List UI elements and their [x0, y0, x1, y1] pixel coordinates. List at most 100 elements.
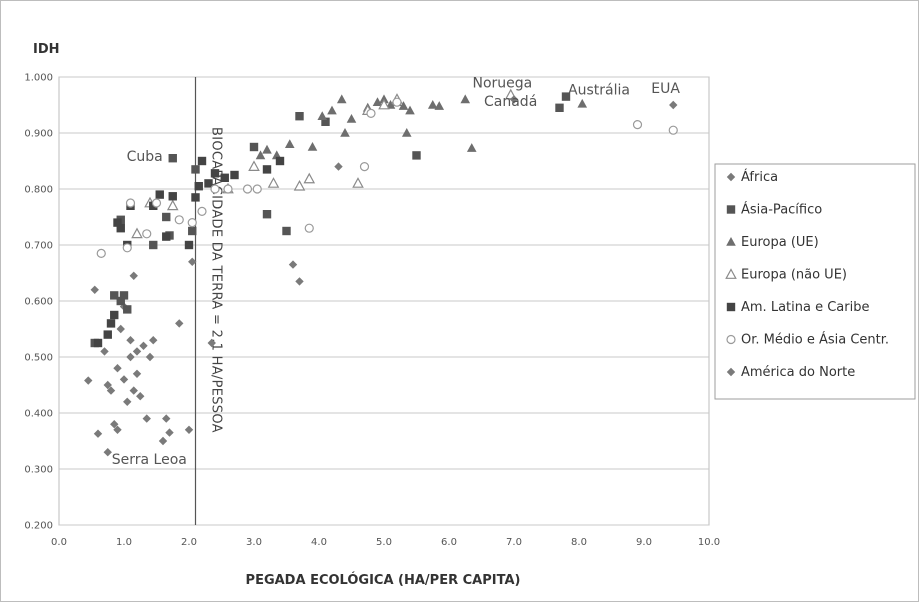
data-point — [230, 170, 239, 180]
y-tick-label: 0.400 — [24, 409, 53, 420]
series-0 — [84, 162, 343, 457]
data-point — [434, 101, 445, 110]
data-point — [561, 92, 571, 101]
legend-entry: Europa (não UE) — [725, 268, 847, 283]
data-point — [321, 117, 330, 126]
data-point — [412, 151, 421, 160]
data-point — [136, 392, 145, 401]
y-tick-label: 1.000 — [24, 73, 53, 84]
biocapacity-label: BIOCAPACIDADE DA TERRA = 2,1 HA/PESSOA — [209, 127, 224, 433]
legend-entry: Europa (UE) — [726, 235, 819, 250]
data-point — [168, 154, 177, 163]
data-point — [334, 162, 343, 171]
legend: África Ásia-Pacífico Europa (UE) Europa (nã… — [714, 163, 916, 400]
annotation-label: Canadá — [484, 94, 537, 110]
data-point — [282, 226, 291, 236]
data-point — [149, 336, 158, 345]
data-point — [249, 142, 259, 152]
legend-marker — [726, 302, 736, 312]
legend-box — [714, 163, 916, 400]
data-point — [139, 341, 148, 350]
data-point — [197, 206, 207, 216]
data-point — [125, 198, 136, 208]
data-point — [288, 260, 298, 269]
data-point — [668, 125, 678, 135]
data-point — [197, 156, 207, 166]
data-point — [293, 179, 306, 191]
x-tick-label: 5.0 — [376, 537, 392, 548]
data-point — [158, 436, 168, 446]
data-point — [103, 330, 112, 339]
data-point — [303, 172, 316, 184]
annotation-label: EUA — [651, 81, 680, 97]
data-point — [392, 97, 402, 107]
data-point — [248, 160, 260, 171]
legend-label: Europa (não UE) — [741, 268, 847, 283]
legend-marker — [726, 237, 736, 246]
data-point — [184, 240, 194, 250]
x-tick-label: 4.0 — [311, 537, 327, 548]
data-point — [119, 375, 129, 384]
y-tick-label: 0.300 — [24, 465, 53, 476]
x-tick-label: 10.0 — [698, 537, 720, 548]
data-point — [142, 229, 152, 239]
data-point — [372, 97, 383, 106]
legend-marker — [726, 205, 736, 214]
data-point — [90, 285, 99, 294]
annotation-label: Austrália — [568, 83, 630, 99]
data-point — [155, 190, 164, 199]
annotations: Cuba Serra Leoa Noruega Canadá Austrália EUA — [112, 75, 681, 468]
data-point — [84, 376, 93, 385]
x-axis-title: PEGADA ECOLÓGICA (HA/PER CAPITA) — [246, 572, 521, 588]
data-point — [207, 338, 216, 348]
y-tick-label: 0.900 — [24, 129, 53, 140]
data-point — [188, 226, 197, 236]
data-point — [307, 142, 318, 151]
data-point — [129, 271, 138, 280]
x-tick-label: 0.0 — [51, 537, 67, 548]
data-point — [142, 414, 151, 423]
data-point — [262, 210, 272, 219]
y-tick-label: 0.500 — [24, 353, 53, 364]
legend-entry: Or. Médio e Ásia Centr. — [726, 332, 889, 348]
y-tick-label: 0.700 — [24, 241, 53, 252]
data-point — [110, 420, 119, 429]
data-point — [119, 291, 129, 300]
data-point — [378, 98, 390, 110]
data-point — [175, 319, 184, 328]
data-point — [295, 112, 304, 121]
data-point — [110, 291, 119, 300]
y-tick-label: 0.800 — [24, 185, 53, 196]
legend-entry: Am. Latina e Caribe — [726, 300, 869, 315]
data-point — [113, 364, 122, 373]
legend-marker — [726, 172, 736, 182]
data-point — [131, 227, 143, 239]
data-point — [103, 448, 112, 457]
data-point — [577, 98, 588, 108]
data-point — [555, 103, 564, 112]
data-point — [162, 232, 171, 241]
data-point — [252, 184, 262, 194]
data-point — [110, 310, 119, 320]
x-tick-label: 9.0 — [636, 537, 652, 548]
data-point — [129, 386, 138, 395]
data-point — [116, 224, 125, 233]
y-tick-label: 0.200 — [24, 521, 53, 532]
data-point — [165, 428, 174, 437]
data-point — [262, 165, 272, 174]
x-tick-label: 2.0 — [181, 537, 197, 548]
legend-entry: América do Norte — [726, 365, 855, 380]
data-point — [405, 105, 415, 115]
data-point — [123, 305, 132, 314]
legend-label: América do Norte — [741, 365, 855, 380]
data-point — [220, 173, 229, 182]
data-point — [401, 128, 412, 137]
data-point — [327, 105, 337, 115]
data-point — [336, 94, 347, 104]
data-point — [122, 243, 132, 253]
data-point — [352, 177, 364, 188]
data-point — [191, 165, 200, 174]
data-point — [509, 95, 519, 104]
